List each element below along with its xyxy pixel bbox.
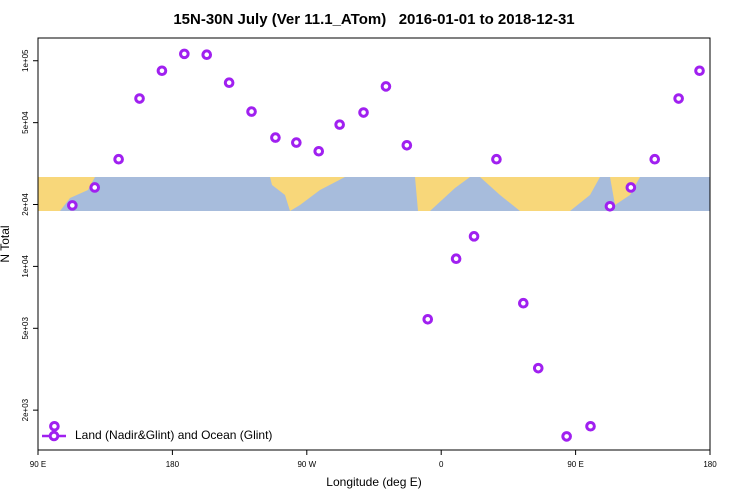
land [38,177,95,211]
point [334,119,345,130]
x-tick-label: 90 E [567,460,583,469]
land [270,177,345,211]
land [480,177,600,211]
ocean [38,177,710,211]
point [201,49,213,61]
x-tick-label: 180 [703,460,717,469]
legend-marker [48,430,60,442]
x-tick-label: 0 [439,460,444,469]
point [134,93,145,104]
x-tick-label: 180 [166,460,180,469]
point [380,81,392,92]
point [156,65,168,77]
point [450,253,462,264]
point [179,48,190,60]
point [401,140,413,151]
point [585,420,596,432]
point [113,153,124,165]
y-tick-label: 1e+05 [21,49,30,72]
point [358,107,369,118]
x-axis-label: Longitude (deg E) [326,475,421,489]
point [246,106,257,117]
land [415,177,470,211]
x-tick-label: 90 W [297,460,316,469]
point [491,153,502,165]
legend-label: Land (Nadir&Glint) and Ocean (Glint) [75,428,272,442]
point [270,132,281,143]
chart-title: 15N-30N July (Ver 11.1_ATom) 2016-01-01 … [173,11,574,28]
x-tick-label: 90 E [30,460,46,469]
point [694,65,705,77]
point [67,200,78,211]
y-tick-label: 5e+03 [21,317,30,340]
point [518,297,529,309]
point [468,231,480,242]
y-axis-label: N Total [0,225,12,262]
point [649,153,661,165]
point [625,182,637,193]
y-tick-label: 2e+03 [21,398,30,421]
map-background [38,177,710,211]
point [223,77,235,89]
point [561,431,572,442]
point [291,137,302,148]
point [532,362,544,374]
y-tick-label: 2e+04 [21,193,30,216]
point [49,420,60,432]
y-tick-label: 5e+04 [21,111,30,134]
point [89,182,101,193]
point [422,314,434,325]
plot-frame [37,37,711,451]
point [673,93,684,104]
point [604,200,616,212]
y-tick-label: 1e+04 [21,255,30,278]
point [313,145,325,157]
